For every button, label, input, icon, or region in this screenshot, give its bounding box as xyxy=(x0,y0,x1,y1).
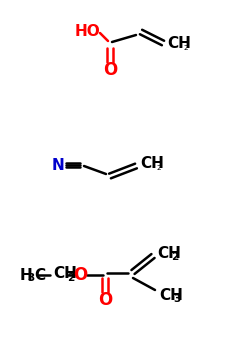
Text: CH: CH xyxy=(159,287,183,302)
Text: $_2$: $_2$ xyxy=(183,43,189,53)
Text: CH: CH xyxy=(53,266,77,281)
Text: O: O xyxy=(98,291,112,309)
Text: O: O xyxy=(103,61,117,79)
Text: O: O xyxy=(73,266,87,284)
Text: 3: 3 xyxy=(27,273,34,283)
Text: H: H xyxy=(20,267,33,282)
Text: C: C xyxy=(34,267,45,282)
Text: 3: 3 xyxy=(173,294,180,304)
Text: N: N xyxy=(52,158,64,173)
Text: HO: HO xyxy=(74,25,100,40)
Text: 2: 2 xyxy=(67,273,74,283)
Text: CH: CH xyxy=(157,245,181,260)
Text: CH: CH xyxy=(167,36,191,51)
Text: 2: 2 xyxy=(171,252,178,262)
Text: CH: CH xyxy=(140,156,164,172)
Text: $_2$: $_2$ xyxy=(156,163,162,173)
